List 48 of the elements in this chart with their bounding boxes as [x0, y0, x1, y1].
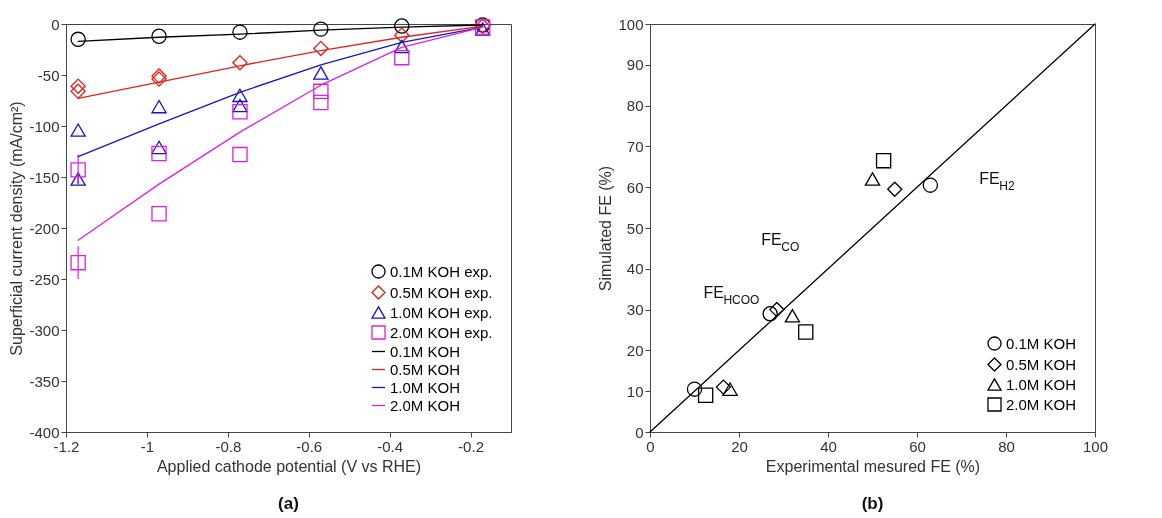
- x-tick-label: 20: [731, 437, 748, 455]
- text: (a): [278, 494, 299, 513]
- x-tick-label: 80: [998, 437, 1015, 455]
- y-tick-label: -150: [29, 168, 60, 186]
- legend-label: 1.0M KOH exp.: [390, 303, 493, 321]
- y-tick-label: 10: [626, 382, 644, 400]
- y-tick-label: 30: [626, 301, 644, 319]
- legend-label: 1.0M KOH: [1006, 375, 1077, 393]
- y-tick-label: -50: [37, 66, 60, 84]
- text: (b): [861, 494, 884, 513]
- x-tick-label: 60: [909, 437, 926, 455]
- y-tick-label: -100: [29, 117, 60, 135]
- legend-label: 0.5M KOH: [1006, 355, 1077, 373]
- legend-label: 2.0M KOH: [390, 396, 461, 414]
- x-tick-label: 40: [820, 437, 837, 455]
- x-tick-label: -0.6: [296, 437, 323, 455]
- x-tick-label: -0.2: [458, 437, 484, 455]
- y-tick-label: 0: [51, 15, 60, 33]
- y-tick-label: 0: [635, 423, 644, 441]
- legend-label: 0.5M KOH: [390, 360, 461, 378]
- x-tick-label: 0: [646, 437, 655, 455]
- y-tick-label: 100: [618, 15, 644, 33]
- x-tick-label: -1: [140, 437, 155, 455]
- y-tick-label: 60: [626, 178, 644, 196]
- y-tick-label: -350: [29, 372, 60, 390]
- x-tick-label: -0.8: [215, 437, 242, 455]
- y-tick-label: -300: [29, 321, 60, 339]
- y-tick-label: 20: [626, 341, 644, 359]
- legend-label: 1.0M KOH: [390, 378, 461, 396]
- x-axis-title: Applied cathode potential (V vs RHE): [156, 457, 422, 475]
- y-axis-title: Simulated FE (%): [597, 165, 615, 292]
- x-axis-title: Experimental mesured FE (%): [765, 457, 981, 475]
- x-tick-label: -0.4: [377, 437, 404, 455]
- y-tick-label: -250: [29, 270, 60, 288]
- y-tick-label: -200: [29, 219, 60, 237]
- legend-label: 2.0M KOH exp.: [390, 323, 493, 341]
- legend-label: 0.1M KOH: [1006, 334, 1077, 352]
- y-tick-label: 80: [626, 97, 644, 115]
- legend-label: 0.5M KOH exp.: [390, 283, 493, 301]
- y-tick-label: 90: [626, 56, 644, 74]
- legend-label: 0.1M KOH: [390, 342, 461, 360]
- x-tick-label: 100: [1082, 437, 1109, 455]
- legend-label: 2.0M KOH: [1006, 395, 1077, 413]
- legend-label: 0.1M KOH exp.: [390, 262, 493, 280]
- y-axis-title: Superficial current density (mA/cm²): [8, 101, 26, 356]
- y-tick-label: 50: [626, 219, 644, 237]
- y-tick-label: 70: [626, 137, 644, 155]
- y-tick-label: 40: [626, 260, 644, 278]
